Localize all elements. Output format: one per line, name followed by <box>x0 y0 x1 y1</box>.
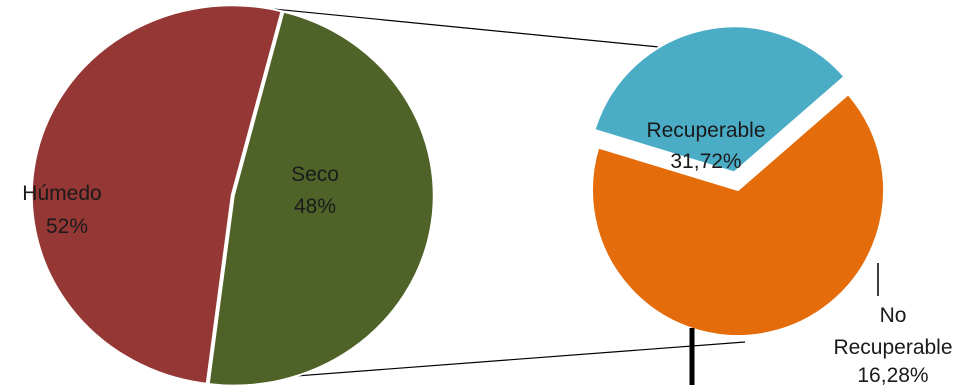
label-humedo: Húmedo <box>22 182 101 205</box>
value-seco: 48% <box>294 195 336 218</box>
label-no-recuperable-line1: No <box>880 304 907 327</box>
value-no-recuperable: 16,28% <box>857 364 928 385</box>
value-humedo: 52% <box>46 215 88 238</box>
label-seco: Seco <box>291 163 339 186</box>
connector-line-bottom <box>242 341 746 381</box>
pie-slice-recuperable <box>591 92 885 337</box>
pie-slice-no-recuperable <box>593 25 846 174</box>
pie-slice-seco <box>207 10 435 385</box>
label-recuperable: Recuperable <box>646 119 765 142</box>
label-no-recuperable-line2: Recuperable <box>833 336 952 359</box>
pie-slice-humedo <box>30 4 283 385</box>
value-recuperable: 31,72% <box>670 150 741 173</box>
connector-line-top <box>242 5 741 56</box>
